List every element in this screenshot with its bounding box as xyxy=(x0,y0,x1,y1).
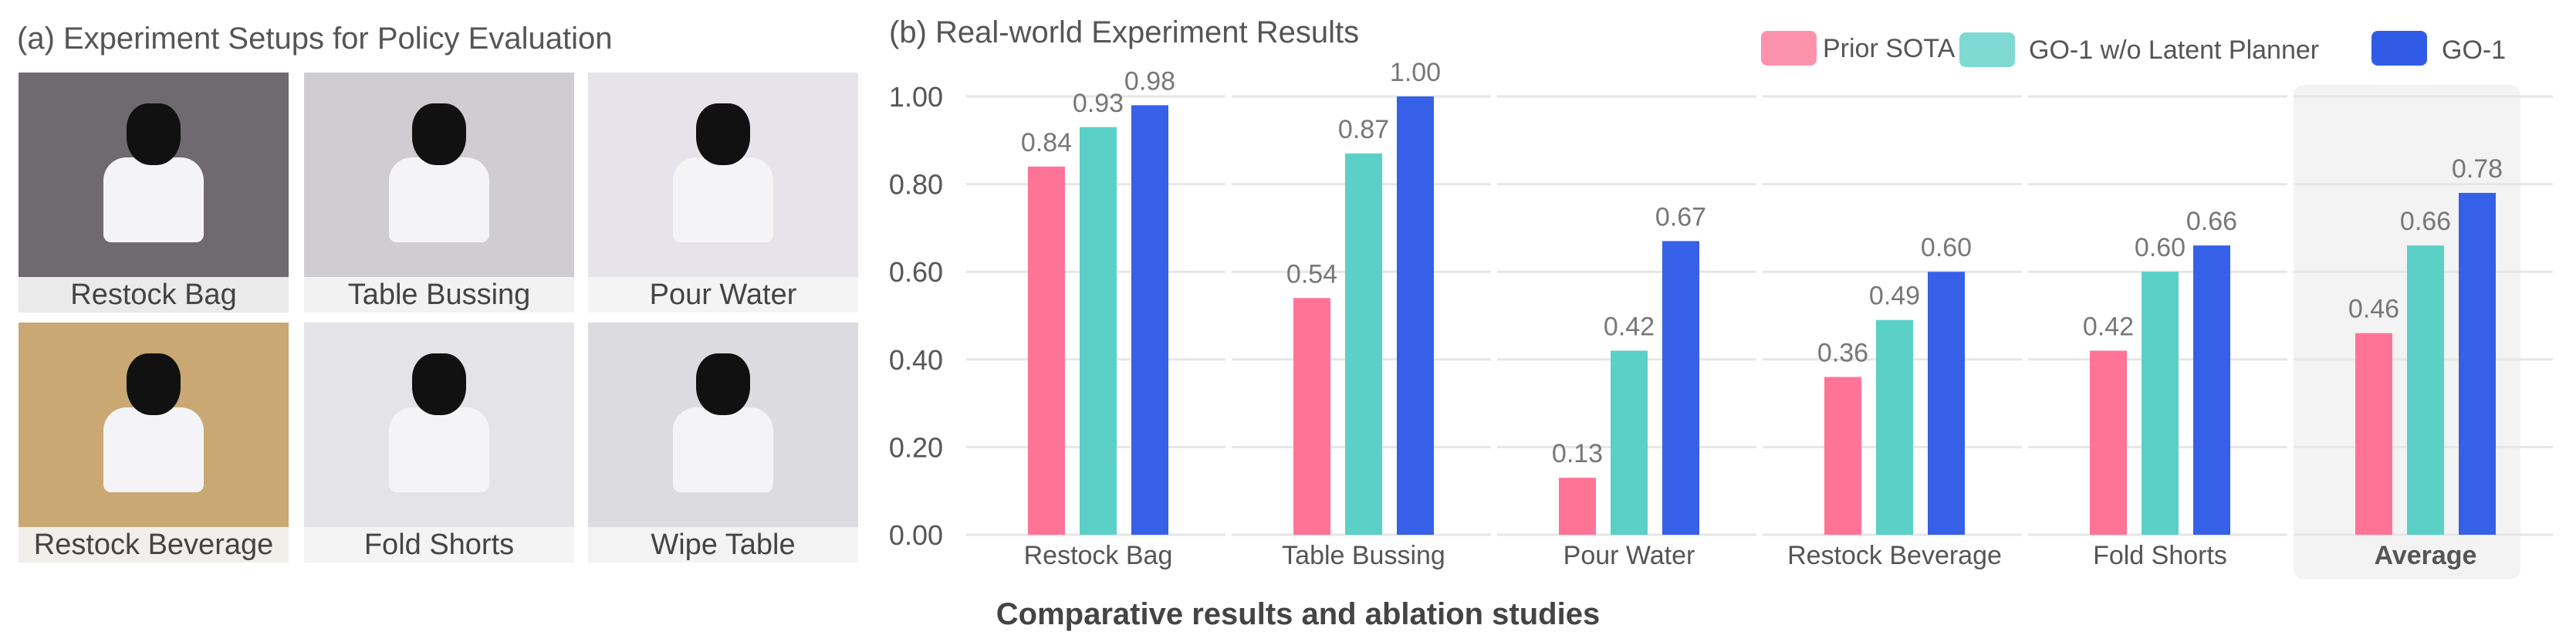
setup-photo: Pour Water xyxy=(588,73,858,313)
value-label: 0.13 xyxy=(1552,439,1603,468)
bar xyxy=(1028,166,1065,535)
x-category-label: Average xyxy=(2375,541,2477,570)
setup-photo-label: Fold Shorts xyxy=(304,527,574,563)
setup-photo: Fold Shorts xyxy=(304,323,574,563)
x-category-label: Restock Beverage xyxy=(1787,541,2002,570)
legend-label-prior-sota: Prior SOTA xyxy=(1823,34,1956,63)
y-tick-label: 0.80 xyxy=(889,169,943,201)
value-label: 0.67 xyxy=(1655,202,1706,231)
bar xyxy=(2142,272,2179,535)
x-category-label: Fold Shorts xyxy=(2093,541,2227,570)
bar xyxy=(2193,245,2230,535)
value-label: 0.87 xyxy=(1338,115,1389,144)
legend-label-go1-wo-latent: GO-1 w/o Latent Planner xyxy=(2029,35,2320,65)
setup-photo: Restock Beverage xyxy=(19,323,289,563)
robot-torso xyxy=(389,157,489,242)
panel-a-title: (a) Experiment Setups for Policy Evaluat… xyxy=(17,22,613,56)
x-category-label: Restock Bag xyxy=(1024,541,1173,570)
robot-torso xyxy=(389,407,489,492)
robot-head xyxy=(696,353,750,415)
bar xyxy=(1662,241,1699,535)
robot-head xyxy=(127,103,181,165)
robot-torso xyxy=(103,407,204,492)
y-tick-label: 0.60 xyxy=(889,256,943,288)
value-label: 0.66 xyxy=(2400,207,2451,236)
value-label: 1.00 xyxy=(1390,58,1441,87)
value-label: 0.60 xyxy=(2135,233,2186,262)
y-tick-label: 1.00 xyxy=(889,81,943,113)
robot-torso xyxy=(673,407,773,492)
bar xyxy=(1397,96,1434,535)
setup-photo-label: Wipe Table xyxy=(588,527,858,563)
chart-title: (b) Real-world Experiment Results xyxy=(889,15,1360,49)
robot-head xyxy=(696,103,750,165)
value-label: 0.66 xyxy=(2186,207,2237,236)
bar xyxy=(1611,350,1648,535)
bar xyxy=(1131,105,1168,536)
figure-caption: Comparative results and ablation studies xyxy=(996,597,1601,631)
value-label: 0.78 xyxy=(2452,154,2503,184)
legend-swatch-go1-wo-latent xyxy=(1959,32,2015,67)
y-tick-label: 0.20 xyxy=(889,431,943,463)
value-label: 0.36 xyxy=(1817,339,1868,368)
robot-head xyxy=(412,353,466,415)
setup-photo: Table Bussing xyxy=(304,73,574,313)
legend-label-go1: GO-1 xyxy=(2442,35,2507,65)
bar xyxy=(2459,192,2496,535)
value-label: 0.42 xyxy=(2083,312,2134,341)
value-label: 0.42 xyxy=(1604,312,1655,341)
bar xyxy=(1824,377,1861,535)
setup-photo-label: Table Bussing xyxy=(304,277,574,313)
bar xyxy=(1293,298,1330,535)
robot-head xyxy=(412,103,466,165)
x-category-label: Pour Water xyxy=(1564,541,1695,570)
value-label: 0.49 xyxy=(1869,282,1920,311)
bar xyxy=(1876,319,1913,535)
value-label: 0.46 xyxy=(2348,295,2399,324)
bar xyxy=(2407,245,2444,535)
robot-head xyxy=(127,353,181,415)
setup-photo-label: Pour Water xyxy=(588,277,858,313)
setup-photo: Wipe Table xyxy=(588,323,858,563)
value-label: 0.54 xyxy=(1286,259,1337,289)
value-label: 0.93 xyxy=(1073,89,1124,118)
setup-photo-label: Restock Beverage xyxy=(19,527,289,563)
robot-torso xyxy=(673,157,773,242)
legend-swatch-prior-sota xyxy=(1761,31,1817,66)
bar xyxy=(1080,127,1117,535)
bar xyxy=(1928,272,1965,535)
y-tick-label: 0.00 xyxy=(889,519,943,551)
bar xyxy=(1345,153,1382,535)
bar xyxy=(2355,333,2392,535)
bar xyxy=(2090,350,2127,535)
setup-photo-label: Restock Bag xyxy=(19,277,289,313)
value-label: 0.98 xyxy=(1124,66,1175,96)
setup-photo: Restock Bag xyxy=(19,73,289,313)
bar xyxy=(1559,478,1596,535)
value-label: 0.84 xyxy=(1021,128,1072,157)
y-tick-label: 0.40 xyxy=(889,344,943,376)
value-label: 0.60 xyxy=(1921,233,1972,262)
legend-swatch-go1 xyxy=(2371,31,2427,66)
robot-torso xyxy=(103,157,204,242)
x-category-label: Table Bussing xyxy=(1282,541,1445,570)
